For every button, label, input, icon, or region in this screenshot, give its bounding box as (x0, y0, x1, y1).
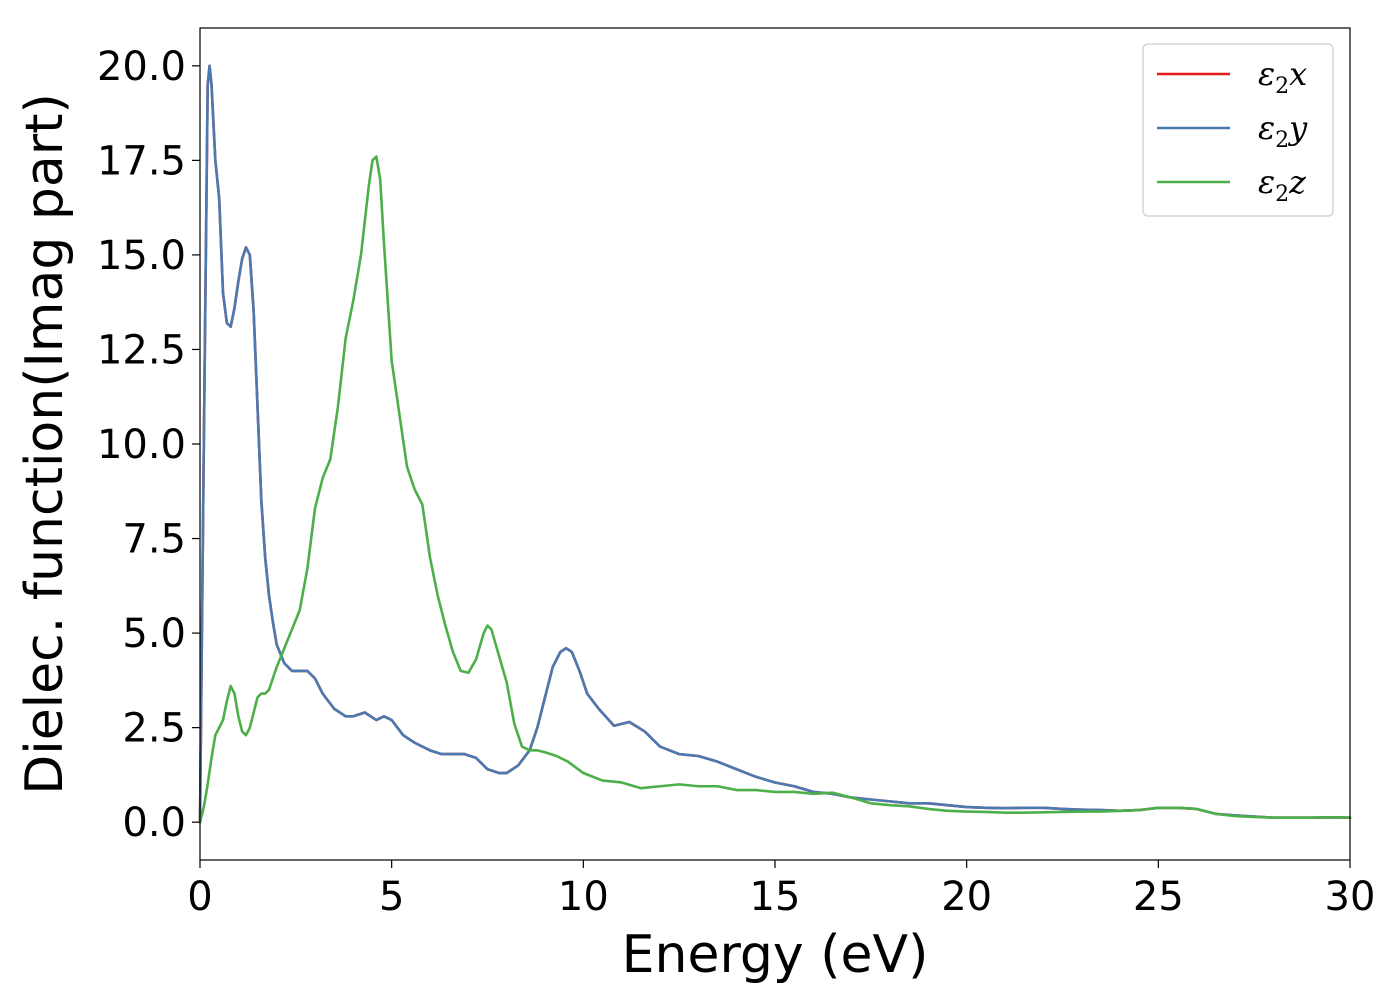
y-tick-label: 15.0 (97, 233, 186, 279)
legend-label-z: ε2z (1258, 163, 1307, 207)
x-tick-label: 25 (1133, 874, 1184, 920)
x-tick-label: 10 (558, 874, 609, 920)
y-tick-label: 5.0 (122, 611, 186, 657)
y-axis: 0.0 2.5 5.0 7.5 10.0 12.5 15.0 17.5 20.0 (97, 44, 200, 846)
y-tick-label: 12.5 (97, 327, 186, 373)
series-layer (198, 64, 1352, 824)
x-tick-label: 5 (379, 874, 404, 920)
y-axis-label: Dielec. function(Imag part) (15, 93, 75, 795)
legend-label-y: ε2y (1258, 109, 1308, 153)
x-tick-label: 20 (941, 874, 992, 920)
series-line-z (198, 155, 1352, 824)
legend-box (1142, 43, 1334, 217)
y-tick-label: 7.5 (122, 517, 186, 563)
legend-label-x: ε2x (1258, 55, 1307, 99)
legend: ε2x ε2y ε2z (1142, 43, 1334, 217)
y-tick-label: 20.0 (97, 44, 186, 90)
x-tick-label: 30 (1325, 874, 1376, 920)
x-tick-label: 0 (187, 874, 212, 920)
series-line-y (198, 64, 1352, 824)
x-tick-label: 15 (750, 874, 801, 920)
y-tick-label: 17.5 (97, 138, 186, 184)
x-axis: 0 5 10 15 20 25 30 (187, 860, 1375, 920)
y-tick-label: 0.0 (122, 800, 186, 846)
x-axis-label: Energy (eV) (622, 925, 929, 985)
y-tick-label: 10.0 (97, 422, 186, 468)
y-tick-label: 2.5 (122, 706, 186, 752)
